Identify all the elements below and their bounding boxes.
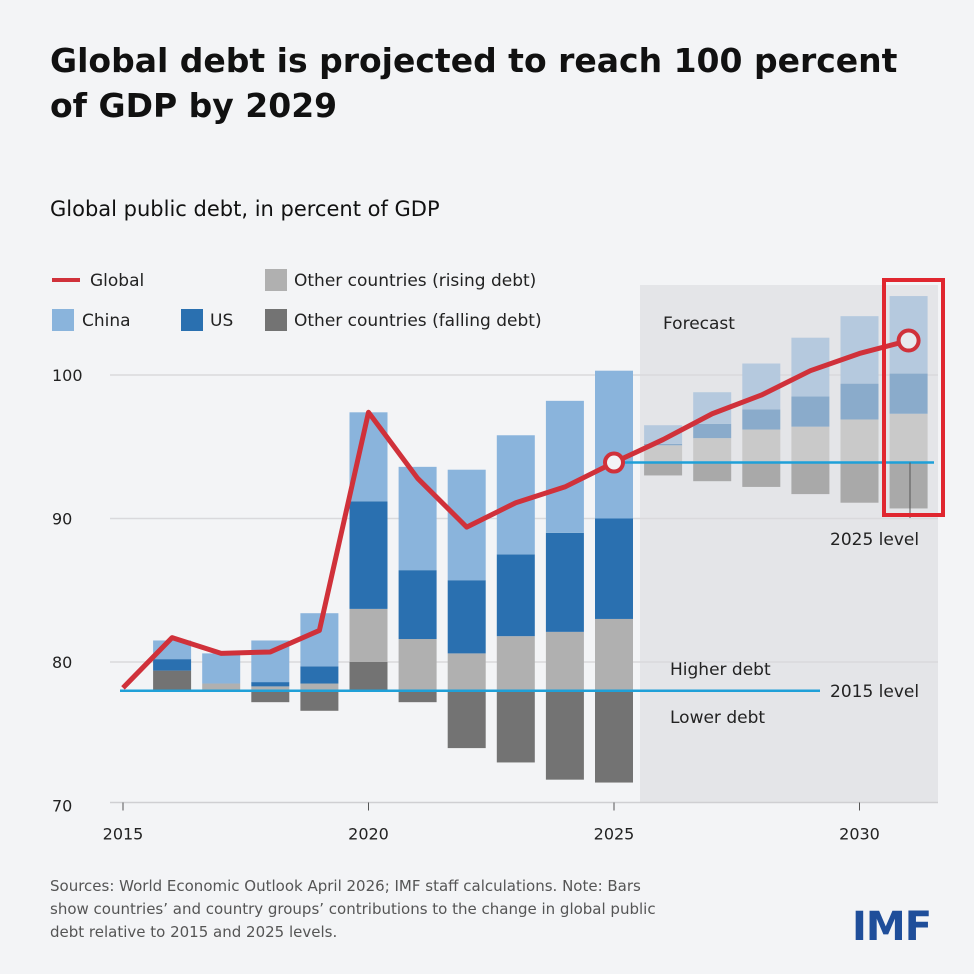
y-tick-label: 100 bbox=[52, 366, 83, 385]
title-line-1: Global debt is projected to reach 100 pe… bbox=[50, 41, 898, 80]
bar-falling-2026 bbox=[644, 462, 683, 476]
bar-us-2020 bbox=[349, 501, 388, 609]
bar-rising-2027 bbox=[693, 438, 732, 463]
x-tick-label: 2025 bbox=[594, 825, 635, 844]
bar-us-2025 bbox=[595, 518, 633, 619]
chart-subtitle: Global public debt, in percent of GDP bbox=[50, 197, 440, 221]
legend-swatch-rising bbox=[265, 269, 287, 291]
bar-falling-2022 bbox=[447, 690, 486, 749]
bar-rising-2028 bbox=[742, 429, 781, 463]
footer-line-2: show countries’ and country groups’ cont… bbox=[50, 900, 656, 918]
bar-us-2021 bbox=[398, 570, 437, 640]
bar-china-2021 bbox=[398, 466, 437, 571]
bar-rising-2018 bbox=[251, 686, 290, 691]
legend: Global Other countries (rising debt) Chi… bbox=[52, 269, 542, 331]
bar-china-2017 bbox=[202, 653, 241, 684]
x-tick-label: 2030 bbox=[839, 825, 880, 844]
bar-us-2029 bbox=[791, 396, 830, 427]
annotation-forecast: Forecast bbox=[663, 314, 735, 334]
bar-falling-2016 bbox=[153, 670, 192, 691]
bar-us-2027 bbox=[693, 423, 732, 439]
legend-swatch-us bbox=[181, 309, 203, 331]
bar-china-2020 bbox=[349, 412, 388, 502]
bar-falling-2019 bbox=[300, 690, 339, 711]
bar-us-2024 bbox=[545, 532, 584, 632]
bar-china-2025 bbox=[595, 370, 633, 519]
bar-falling-2030 bbox=[840, 462, 879, 503]
bar-rising-2029 bbox=[791, 426, 830, 463]
x-tick-label: 2020 bbox=[348, 825, 389, 844]
y-tick-label: 70 bbox=[52, 797, 72, 816]
legend-label-us: US bbox=[210, 311, 233, 331]
bar-us-2019 bbox=[300, 666, 339, 684]
bar-falling-2029 bbox=[791, 462, 830, 495]
forecast-region bbox=[640, 285, 938, 803]
marker-2025 bbox=[603, 451, 625, 474]
bar-falling-2023 bbox=[496, 690, 535, 763]
highlight-box bbox=[882, 278, 945, 517]
bar-rising-2025 bbox=[595, 618, 633, 691]
bar-china-2026 bbox=[644, 425, 683, 444]
annotation-2015-level: 2015 level bbox=[830, 682, 919, 702]
bar-us-2026 bbox=[644, 443, 683, 446]
bar-rising-2026 bbox=[644, 445, 683, 463]
bar-china-2023 bbox=[496, 435, 535, 555]
bar-falling-2028 bbox=[742, 462, 781, 487]
bar-falling-2031 bbox=[889, 462, 928, 509]
bar-us-2030 bbox=[840, 383, 879, 420]
bar-falling-2020 bbox=[349, 662, 388, 691]
legend-label-rising: Other countries (rising debt) bbox=[294, 271, 536, 291]
y-tick-label: 80 bbox=[52, 653, 72, 672]
legend-swatch-falling bbox=[265, 309, 287, 331]
bar-us-2016 bbox=[153, 659, 192, 671]
legend-label-china: China bbox=[82, 311, 131, 331]
bar-us-2022 bbox=[447, 580, 486, 654]
marker-2031 bbox=[896, 328, 921, 353]
legend-swatch-china bbox=[52, 309, 74, 331]
bar-rising-2023 bbox=[496, 636, 535, 691]
bar-rising-2017 bbox=[202, 683, 241, 691]
bar-rising-2019 bbox=[300, 683, 339, 691]
bar-falling-2024 bbox=[545, 690, 584, 780]
global-debt-line bbox=[121, 338, 910, 690]
bar-us-2031 bbox=[889, 373, 928, 414]
legend-label-global: Global bbox=[90, 271, 144, 291]
bar-us-2028 bbox=[742, 409, 781, 430]
bar-falling-2027 bbox=[693, 462, 732, 482]
bar-falling-2018 bbox=[251, 690, 290, 703]
bar-rising-2022 bbox=[447, 653, 486, 691]
plot-area: 70 80 90 100 2015 2020 2025 2030 Forecast Higher … bbox=[52, 278, 945, 844]
bar-rising-2024 bbox=[545, 631, 584, 691]
bar-rising-2030 bbox=[840, 419, 879, 463]
bar-falling-2025 bbox=[595, 690, 633, 783]
title-line-2: of GDP by 2029 bbox=[50, 86, 337, 125]
legend-label-falling: Other countries (falling debt) bbox=[294, 311, 542, 331]
footer-line-3: debt relative to 2015 and 2025 levels. bbox=[50, 923, 337, 941]
x-tick-label: 2015 bbox=[103, 825, 144, 844]
y-tick-label: 90 bbox=[52, 510, 72, 529]
bar-us-2023 bbox=[496, 554, 535, 637]
bar-falling-2021 bbox=[398, 690, 437, 703]
imf-logo: IMF bbox=[852, 904, 931, 950]
annotation-higher-debt: Higher debt bbox=[670, 660, 771, 680]
bar-us-2018 bbox=[251, 682, 290, 687]
bar-china-2024 bbox=[545, 400, 584, 533]
annotation-2025-level: 2025 level bbox=[830, 530, 919, 550]
bar-rising-2020 bbox=[349, 608, 388, 662]
annotation-lower-debt: Lower debt bbox=[670, 708, 765, 728]
bar-rising-2031 bbox=[889, 413, 928, 463]
bar-rising-2021 bbox=[398, 639, 437, 691]
footer-line-1: Sources: World Economic Outlook April 20… bbox=[50, 877, 641, 895]
